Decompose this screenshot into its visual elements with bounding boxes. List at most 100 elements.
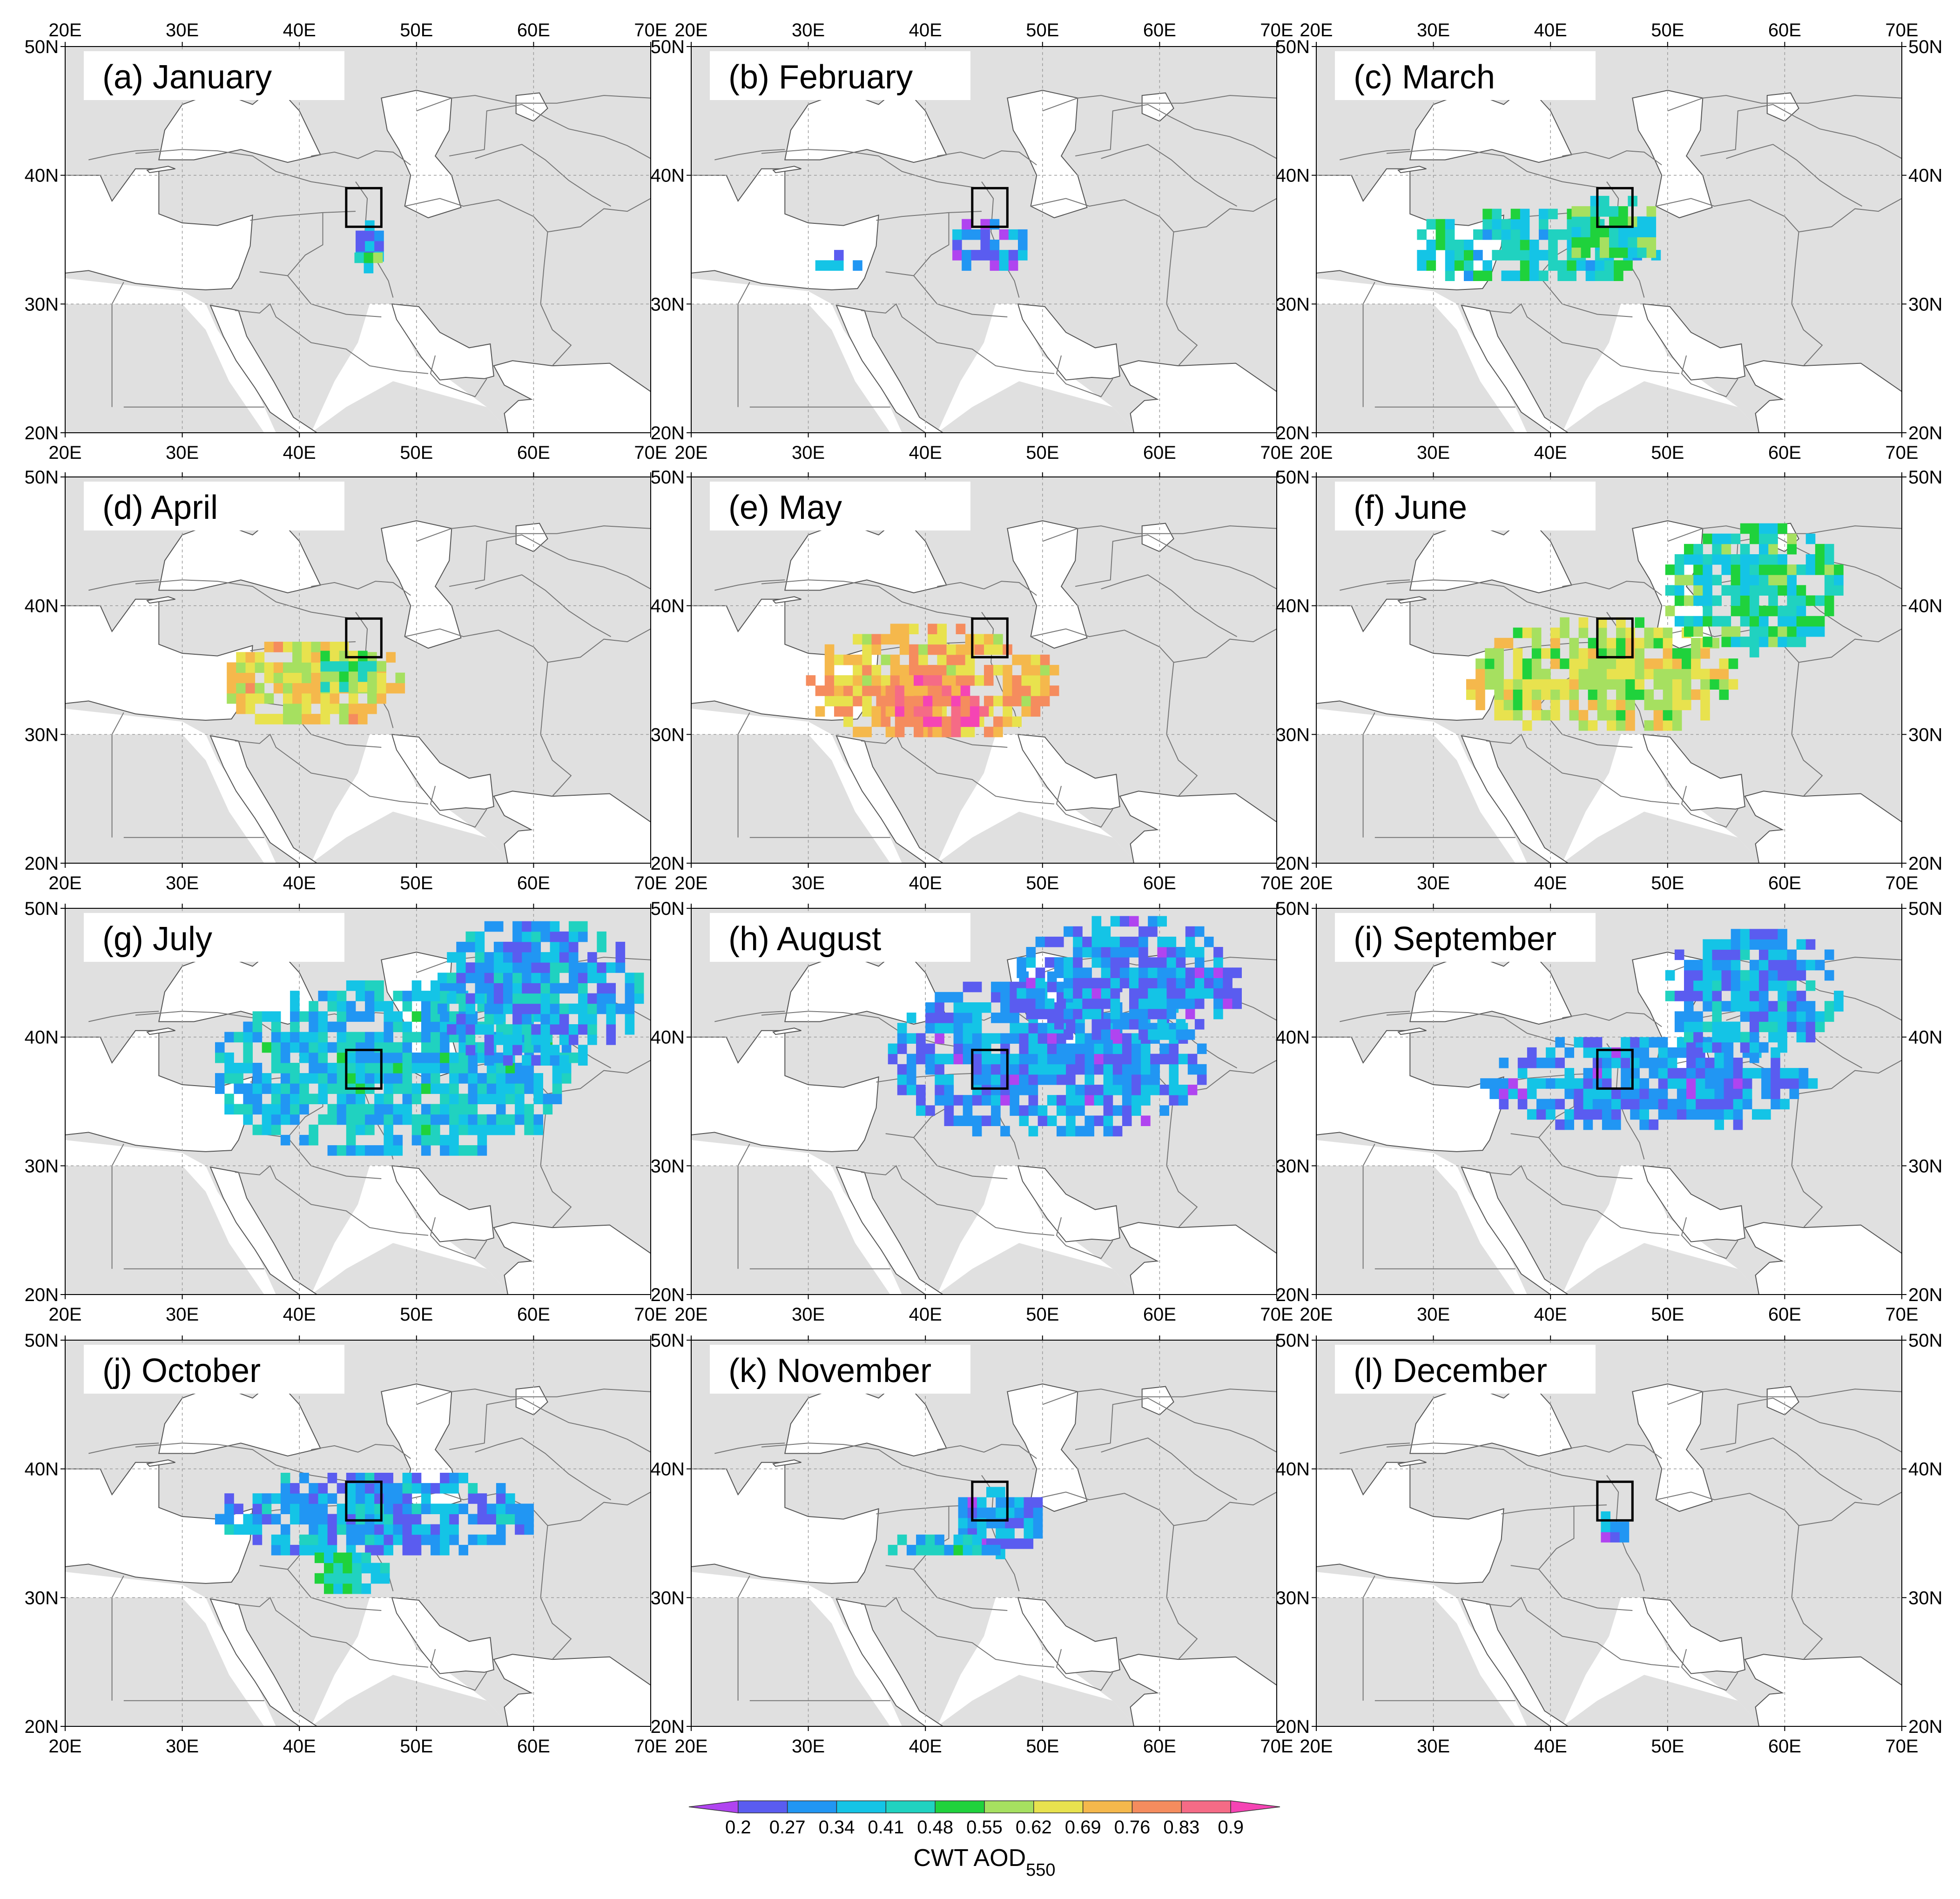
aod-cell <box>365 1483 375 1494</box>
aod-cell <box>1787 544 1797 555</box>
aod-cell <box>475 973 485 983</box>
aod-cell <box>1581 237 1591 248</box>
aod-cell <box>440 1114 450 1125</box>
aod-cell <box>290 1001 300 1012</box>
aod-cell <box>979 706 989 717</box>
aod-cell <box>1700 648 1710 659</box>
aod-cell <box>1003 664 1012 676</box>
aod-cell <box>421 1114 431 1125</box>
aod-cell <box>1644 637 1654 649</box>
aod-cell <box>393 1534 403 1545</box>
aod-cell <box>1539 270 1549 281</box>
colorbar-label: 0.69 <box>1065 1817 1101 1838</box>
aod-cell <box>337 1514 347 1525</box>
aod-cell <box>925 1023 935 1033</box>
aod-cell <box>1731 1021 1741 1033</box>
lat-tick-label: 30N <box>25 725 59 745</box>
aod-cell <box>449 1503 459 1514</box>
aod-cell <box>384 1145 393 1156</box>
aod-cell <box>496 1083 506 1094</box>
aod-cell <box>1548 208 1558 220</box>
aod-cell <box>1768 970 1778 981</box>
aod-cell <box>252 1011 263 1022</box>
aod-cell <box>1057 1043 1066 1054</box>
aod-cell <box>1796 585 1806 596</box>
aod-cell <box>1639 1047 1649 1058</box>
lon-tick-label-top: 60E <box>1768 20 1801 40</box>
aod-cell <box>393 1145 403 1156</box>
aod-cell <box>531 983 541 994</box>
aod-cell <box>356 1104 365 1115</box>
aod-cell <box>923 716 933 727</box>
country-border <box>1562 150 1662 166</box>
aod-cell <box>243 1094 253 1104</box>
map-frame <box>691 46 1277 433</box>
land-area <box>311 1243 511 1295</box>
aod-cell <box>1129 1008 1139 1020</box>
aod-cell <box>384 1493 393 1504</box>
aod-cell <box>477 1134 487 1146</box>
aod-cell <box>587 973 597 983</box>
lon-tick-label: 70E <box>1885 873 1918 893</box>
land-area <box>65 1597 264 1726</box>
lon-tick-label-top: 40E <box>1534 20 1567 40</box>
aod-cell <box>531 1034 541 1045</box>
aod-cell <box>1740 970 1750 981</box>
aod-cell <box>515 1114 525 1125</box>
aod-cell <box>245 683 256 694</box>
aod-cell <box>1073 967 1083 978</box>
aod-cell <box>421 1524 431 1535</box>
aod-cell <box>971 229 981 240</box>
aod-cell <box>916 1095 926 1106</box>
aod-cell <box>540 983 551 994</box>
lat-tick-label-right: 40N <box>1908 166 1942 186</box>
aod-cell <box>367 671 377 682</box>
aod-cell <box>1232 998 1242 1009</box>
aod-cell <box>484 921 494 932</box>
aod-cell <box>290 1483 300 1494</box>
aod-cell <box>273 714 283 725</box>
country-border <box>1056 355 1113 397</box>
aod-cell <box>965 726 975 738</box>
country-border <box>937 1444 1037 1459</box>
aod-cell <box>356 1042 365 1053</box>
aod-cell <box>1581 227 1591 237</box>
aod-cell <box>1597 689 1607 700</box>
aod-cell <box>1555 1057 1565 1068</box>
aod-cell <box>1010 1033 1019 1044</box>
panel-title-bg <box>710 913 970 962</box>
aod-cell <box>234 1503 243 1514</box>
aod-cell <box>299 1493 309 1504</box>
aod-cell <box>1141 1054 1151 1065</box>
aod-cell <box>970 716 980 727</box>
map-frame <box>1316 46 1902 433</box>
aod-cell <box>468 1073 478 1084</box>
aod-cell <box>496 1524 506 1535</box>
aod-cell <box>318 1021 328 1033</box>
aod-cell <box>1749 595 1759 606</box>
aod-cell <box>1693 544 1703 555</box>
aod-cell <box>384 1114 393 1125</box>
aod-cell <box>421 1124 431 1135</box>
aod-cell <box>1037 1033 1048 1044</box>
aod-cell <box>1204 988 1214 999</box>
aod-cell <box>309 1032 318 1043</box>
lat-tick-label: 50N <box>25 1330 59 1351</box>
aod-cell <box>1768 544 1778 555</box>
aod-cell <box>606 962 616 973</box>
country-border <box>547 1491 651 1526</box>
aod-cell <box>540 962 551 973</box>
aod-cell <box>1712 1001 1722 1012</box>
aod-cell <box>914 706 923 717</box>
aod-cell <box>996 1487 1005 1497</box>
aod-cell <box>1667 1057 1677 1068</box>
country-border <box>861 733 1055 805</box>
aod-cell <box>224 1104 234 1115</box>
aod-cell <box>540 931 551 942</box>
aod-cell <box>1693 564 1703 575</box>
aod-cell <box>1724 1088 1734 1099</box>
aod-cell <box>881 654 891 665</box>
aod-cell <box>1644 699 1654 711</box>
aod-cell <box>245 672 256 684</box>
aod-cell <box>1771 1078 1780 1089</box>
